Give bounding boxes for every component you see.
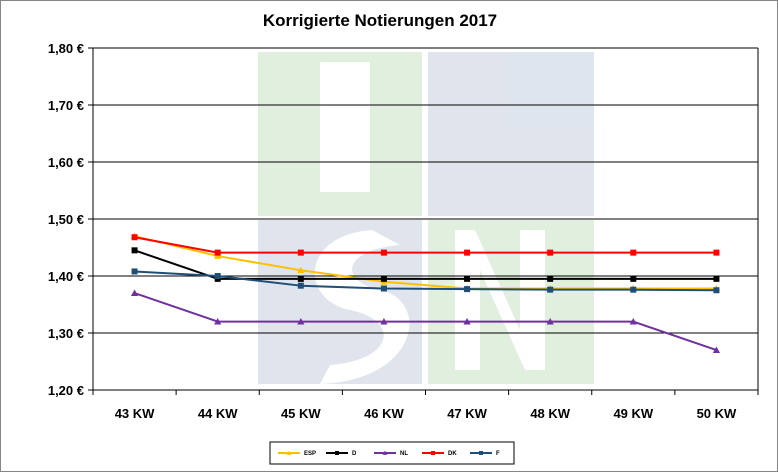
data-point-f [630, 286, 637, 293]
y-tick-label: 1,50 € [48, 212, 84, 227]
legend-marker-nl [382, 450, 388, 455]
y-axis-tick-labels: 1,20 € 1,30 € 1,40 € 1,50 € 1,60 € 1,70 € 1,80… [48, 41, 84, 398]
data-point-d [297, 275, 304, 282]
watermark-block-green-bottom [428, 220, 594, 384]
series-line-d [134, 249, 717, 280]
legend-label-f: F [496, 451, 500, 457]
legend-marker-esp [286, 450, 292, 455]
watermark-block-blue-top [428, 52, 594, 216]
x-tick-label: 47 KW [447, 406, 487, 421]
legend-item-nl: NL [374, 450, 408, 457]
series-line-dk [134, 236, 717, 254]
legend: ESP D NL DK F [269, 441, 515, 465]
data-point-f [547, 286, 554, 293]
axes [92, 48, 759, 395]
data-point-nl [546, 318, 554, 325]
y-tick-label: 1,30 € [48, 326, 84, 341]
x-tick-label: 48 KW [530, 406, 570, 421]
series-line-f [134, 270, 717, 292]
data-point-d [380, 275, 387, 282]
data-point-d [547, 275, 554, 282]
data-point-dk [547, 249, 554, 256]
data-point-esp [297, 266, 305, 274]
data-point-f [214, 273, 221, 279]
data-point-dk [380, 249, 387, 256]
data-point-dk [464, 249, 471, 256]
data-point-nl [463, 318, 471, 325]
data-point-dk [297, 249, 304, 256]
data-point-d [713, 275, 720, 282]
x-tick-label: 46 KW [364, 406, 404, 421]
data-point-f [297, 282, 304, 289]
data-point-nl [629, 318, 637, 325]
data-point-nl [297, 318, 305, 325]
x-tick-label: 45 KW [281, 406, 321, 421]
data-point-f [131, 268, 138, 275]
data-point-nl [214, 318, 222, 325]
y-tick-label: 1,40 € [48, 269, 84, 284]
watermark-letter-s [314, 230, 410, 384]
chart-title: Korrigierte Notierungen 2017 [263, 11, 497, 30]
legend-item-dk: DK [422, 451, 457, 457]
legend-item-d: D [326, 451, 357, 457]
x-tick-label: 50 KW [697, 406, 737, 421]
series-line-nl [134, 292, 717, 352]
x-tick-label: 43 KW [115, 406, 155, 421]
isn-watermark-logo [258, 52, 594, 384]
legend-item-esp: ESP [278, 450, 316, 457]
y-tick-label: 1,70 € [48, 98, 84, 113]
series-line-esp [134, 235, 717, 290]
gridlines [88, 47, 758, 391]
series-esp [130, 232, 721, 292]
y-tick-label: 1,80 € [48, 41, 84, 56]
legend-marker-f [479, 451, 483, 455]
data-point-nl [130, 289, 139, 296]
data-point-esp [214, 252, 222, 259]
data-point-f [380, 285, 387, 292]
data-point-dk [713, 249, 720, 256]
series-dk [131, 234, 720, 256]
legend-label-nl: NL [400, 451, 408, 457]
legend-label-esp: ESP [304, 451, 316, 457]
series-layer [130, 232, 721, 353]
data-point-d [464, 275, 471, 282]
y-tick-label: 1,20 € [48, 383, 84, 398]
legend-item-f: F [470, 451, 500, 457]
data-point-nl [380, 318, 388, 325]
data-point-nl [712, 346, 721, 353]
legend-marker-d [335, 451, 339, 455]
y-tick-label: 1,60 € [48, 155, 84, 170]
data-point-d [630, 275, 637, 282]
legend-items: ESP D NL DK F [278, 450, 500, 457]
data-point-f [713, 287, 720, 294]
data-point-d [131, 247, 138, 254]
watermark-letter-i [320, 62, 370, 192]
data-point-f [464, 286, 471, 293]
data-point-dk [214, 249, 221, 256]
x-axis-tick-labels: 43 KW 44 KW 45 KW 46 KW 47 KW 48 KW 49 KW 50 KW [115, 406, 737, 421]
series-nl [130, 289, 721, 353]
watermark-letter-n [455, 230, 545, 370]
data-point-dk [131, 234, 138, 241]
data-point-dk [630, 249, 637, 256]
x-tick-label: 49 KW [613, 406, 653, 421]
series-f [131, 268, 720, 294]
legend-marker-dk [431, 451, 435, 455]
x-tick-label: 44 KW [198, 406, 238, 421]
legend-label-d: D [352, 451, 357, 457]
legend-label-dk: DK [448, 451, 457, 457]
